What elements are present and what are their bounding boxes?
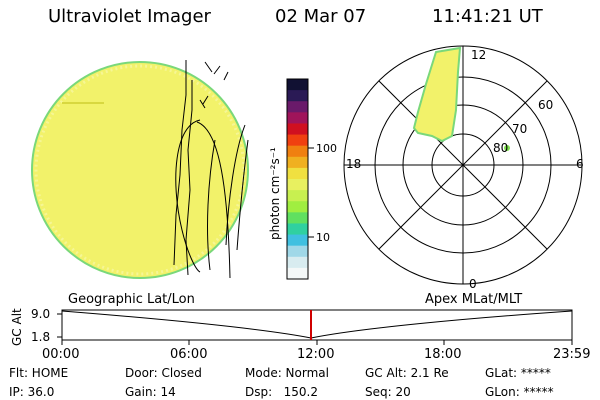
colorbar-cell (287, 123, 308, 136)
colorbar-cell (287, 190, 308, 202)
emission-spot (504, 145, 510, 151)
image-date: 02 Mar 07 (275, 6, 367, 27)
time-tick-2359: 23:59 (553, 347, 591, 362)
earth-disk-image (31, 60, 249, 279)
mlat-label-60: 60 (538, 98, 553, 112)
colorbar-cell (287, 112, 308, 124)
polar-mlt-plot: 12 18 6 0 60 70 80 (343, 45, 584, 291)
status-gain: Gain: 14 (125, 385, 176, 399)
mlt-label-12: 12 (471, 48, 486, 62)
status-glat: GLat: ***** (485, 366, 551, 380)
colorbar: 100 10 photon cm⁻²s⁻¹ (268, 78, 337, 280)
image-time: 11:41:21 UT (432, 6, 543, 27)
colorbar-cell (287, 245, 308, 258)
mlat-label-70: 70 (512, 122, 527, 136)
status-dsp: Dsp: 150.2 (245, 385, 318, 399)
colorbar-cell (287, 90, 308, 102)
status-door: Door: Closed (125, 366, 202, 380)
apex-caption: Apex MLat/MLT (425, 292, 523, 307)
time-tick-0600: 06:00 (170, 347, 208, 362)
geographic-caption: Geographic Lat/Lon (68, 292, 195, 307)
colorbar-cell (287, 267, 308, 280)
status-seq: Seq: 20 (365, 385, 411, 399)
colorbar-cell (287, 167, 308, 180)
timeline-y-tick-top: 9.0 (31, 307, 50, 321)
colorbar-cell (287, 145, 308, 158)
status-flight: Flt: HOME (9, 366, 69, 380)
colorbar-tick-label-10: 10 (316, 231, 330, 244)
mlt-label-6: 6 (576, 157, 584, 171)
colorbar-cell (287, 79, 308, 91)
colorbar-cell (287, 212, 308, 224)
status-glon: GLon: ***** (485, 385, 554, 399)
timeline-y-tick-bottom: 1.8 (31, 330, 50, 344)
status-mode: Mode: Normal (245, 366, 329, 380)
orbit-timeline: GC Alt 9.0 1.8 (10, 307, 573, 346)
colorbar-tick-label-100: 100 (316, 142, 337, 155)
mlt-label-0: 0 (469, 277, 477, 291)
colorbar-cell (287, 234, 308, 247)
mlt-label-18: 18 (346, 157, 361, 171)
colorbar-cell (287, 179, 308, 191)
mlat-label-80: 80 (493, 141, 508, 155)
colorbar-unit-label: photon cm⁻²s⁻¹ (268, 147, 282, 240)
instrument-title: Ultraviolet Imager (48, 6, 211, 27)
time-tick-1200: 12:00 (297, 347, 335, 362)
colorbar-cell (287, 223, 308, 236)
aurora-emission-patch (412, 46, 462, 143)
time-tick-1800: 18:00 (424, 347, 462, 362)
colorbar-cell (287, 101, 308, 113)
colorbar-cell (287, 156, 308, 169)
status-gc-alt: GC Alt: 2.1 Re (365, 366, 449, 380)
colorbar-cell (287, 201, 308, 213)
time-tick-0000: 00:00 (42, 347, 80, 362)
colorbar-cell (287, 134, 308, 147)
status-ip: IP: 36.0 (9, 385, 55, 399)
altitude-curve (61, 310, 573, 339)
colorbar-cell (287, 256, 308, 269)
timeline-y-label: GC Alt (10, 308, 24, 346)
